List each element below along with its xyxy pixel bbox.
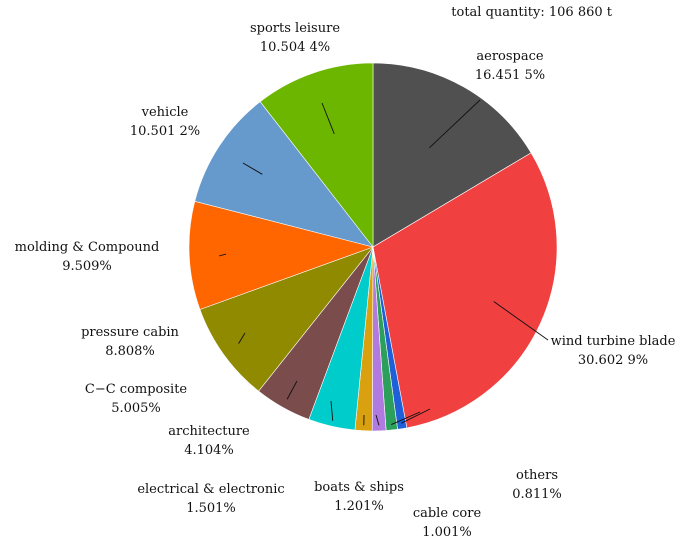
leader-line bbox=[330, 400, 334, 421]
pie-slice-vehicle bbox=[194, 101, 374, 248]
slice-label: C−C composite bbox=[85, 382, 188, 397]
slice-label: cable core bbox=[413, 506, 482, 521]
slice-label: pressure cabin bbox=[81, 325, 179, 340]
slice-label: vehicle bbox=[141, 105, 189, 120]
slice-percentage: 1.001% bbox=[422, 525, 472, 540]
slice-label: boats & ships bbox=[314, 480, 404, 495]
leader-line bbox=[391, 411, 421, 425]
leader-line bbox=[242, 162, 263, 175]
slice-percentage: 16.451 5% bbox=[475, 68, 545, 83]
slice-percentage: 4.104% bbox=[184, 443, 234, 458]
leader-line bbox=[286, 380, 298, 400]
slice-percentage: 9.509% bbox=[62, 259, 112, 274]
leader-line bbox=[321, 102, 335, 135]
slice-percentage: 10.504 4% bbox=[260, 40, 330, 55]
slice-percentage: 30.602 9% bbox=[578, 353, 648, 368]
slice-label: wind turbine blade bbox=[551, 334, 676, 349]
leader-line bbox=[375, 414, 380, 426]
leader-lines bbox=[218, 99, 549, 426]
pie-slices bbox=[188, 62, 558, 432]
leader-line bbox=[401, 408, 431, 424]
slice-label: electrical & electronic bbox=[137, 482, 284, 497]
pie-slice-molding-compound bbox=[188, 200, 375, 310]
slice-percentage: 0.811% bbox=[512, 487, 562, 502]
slice-percentage: 10.501 2% bbox=[130, 124, 200, 139]
total-quantity-annotation: total quantity: 106 860 t bbox=[451, 5, 612, 20]
leader-line bbox=[429, 99, 481, 149]
slice-label: others bbox=[516, 468, 558, 483]
slice-label: molding & Compound bbox=[15, 240, 160, 255]
pie-slice-pressure-cabin bbox=[199, 246, 374, 392]
slice-percentage: 1.201% bbox=[334, 499, 384, 514]
leader-line bbox=[238, 332, 246, 344]
pie-slice-wind-turbine-blade bbox=[372, 152, 558, 429]
slice-percentage: 8.808% bbox=[105, 344, 155, 359]
slice-labels: aerospace 16.451 5% wind turbine blade 30.6… bbox=[15, 21, 676, 540]
pie-slice-aerospace bbox=[372, 62, 532, 248]
slice-percentage: 5.005% bbox=[111, 401, 161, 416]
slice-label: sports leisure bbox=[250, 21, 340, 36]
leader-line bbox=[218, 253, 227, 257]
slice-label: aerospace bbox=[476, 49, 544, 64]
pie-slice-sports-leisure bbox=[259, 62, 374, 248]
leader-line bbox=[493, 301, 549, 341]
slice-label: architecture bbox=[168, 424, 250, 439]
slice-percentage: 1.501% bbox=[186, 501, 236, 516]
